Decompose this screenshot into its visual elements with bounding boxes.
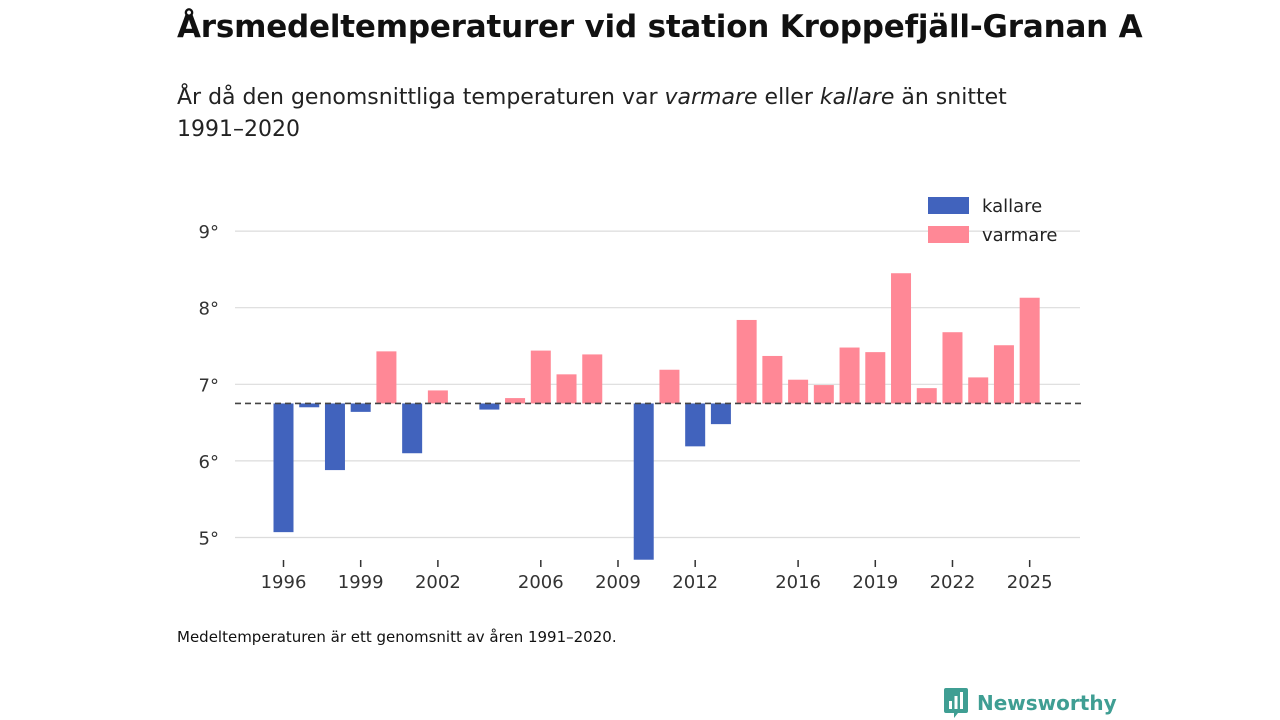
newsworthy-logo[interactable]: Newsworthy [943,687,1117,719]
y-tick-label: 9° [199,222,219,243]
bar-2025 [1019,297,1040,404]
bar-2023 [968,377,989,404]
bar-2020 [891,273,912,404]
bar-2005 [505,398,526,404]
bar-2014 [736,319,757,404]
subtitle-em-colder: kallare [819,85,895,110]
bar-2019 [865,352,886,404]
x-tick-label: 2025 [1007,572,1053,593]
bar-2021 [916,388,937,404]
x-tick-label: 2019 [852,572,898,593]
bar-2010 [633,403,654,560]
subtitle-part2: eller [757,85,820,110]
bar-2008 [582,354,603,404]
x-tick-label: 2002 [415,572,461,593]
bar-2000 [376,351,397,404]
bar-2022 [942,332,963,404]
subtitle-part3: än snittet 1991–2020 [177,85,1007,142]
x-tick-label: 1996 [261,572,307,593]
subtitle-part1: År då den genomsnittliga temperaturen va… [177,85,665,110]
bar-1997 [299,403,320,408]
bar-2007 [556,374,577,404]
legend-swatch-kallare [928,197,969,214]
subtitle-em-warmer: varmare [664,85,758,110]
bar-2013 [710,403,731,425]
x-tick-label: 2006 [518,572,564,593]
x-tick-label: 1999 [338,572,384,593]
footnote: Medeltemperaturen är ett genomsnitt av å… [177,628,617,646]
bar-2006 [530,350,551,404]
bar-2012 [685,403,706,447]
y-tick-label: 8° [199,299,219,320]
newsworthy-logo-text: Newsworthy [977,691,1117,715]
bar-2011 [659,369,680,404]
bar-2002 [427,390,448,404]
legend-swatch-varmare [928,226,969,243]
x-tick-label: 2012 [672,572,718,593]
bar-2004 [479,403,500,410]
x-tick-label: 2016 [775,572,821,593]
y-tick-label: 5° [199,529,219,550]
bar-2017 [813,385,834,404]
chart-subtitle: År då den genomsnittliga temperaturen va… [177,82,1057,146]
newsworthy-logo-icon [944,688,968,718]
legend-label-varmare: varmare [982,225,1057,246]
legend-label-kallare: kallare [982,196,1042,217]
bar-2018 [839,347,860,404]
y-tick-label: 7° [199,375,219,396]
bar-1999 [350,403,371,412]
x-tick-label: 2022 [930,572,976,593]
bar-1996 [273,403,294,533]
bar-2001 [402,403,423,454]
bar-2015 [762,355,783,404]
bar-1998 [324,403,345,471]
y-tick-label: 6° [199,452,219,473]
bar-2024 [993,345,1014,404]
x-tick-label: 2009 [595,572,641,593]
chart-title: Årsmedeltemperaturer vid station Kroppef… [177,9,1143,45]
bar-2016 [788,379,809,404]
